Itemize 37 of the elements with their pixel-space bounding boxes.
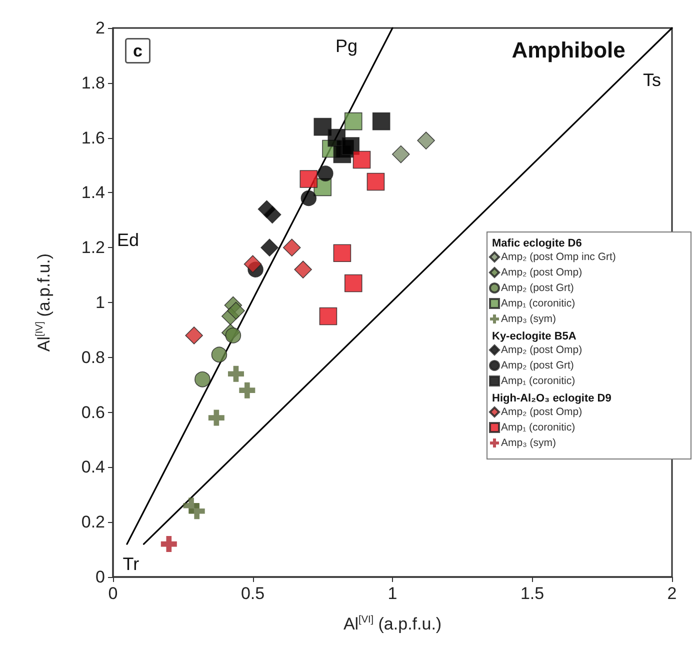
legend-label: Amp₂ (post Omp)	[501, 406, 582, 418]
y-tick-label: 1.8	[81, 73, 105, 92]
y-tick-label: 1.6	[81, 128, 105, 148]
y-tick-label: 0.2	[81, 512, 105, 532]
x-tick-label: 2	[667, 584, 677, 603]
x-tick-label: 0	[108, 584, 118, 603]
legend-label: Amp₂ (post Omp)	[501, 344, 582, 356]
x-tick-label: 0.5	[240, 584, 265, 603]
annotation: High-Al₂O₃ eclogite D9	[492, 392, 612, 404]
y-tick-label: 1.2	[81, 238, 105, 258]
annotation: Ed	[116, 230, 140, 250]
legend-label: Amp₂ (post Omp inc Grt)	[501, 251, 616, 263]
annotation: Ky-eclogite B5A	[492, 330, 576, 342]
legend-label: Amp₁ (coronitic)	[501, 375, 576, 387]
y-tick-label: 1.4	[81, 183, 105, 202]
annotation: Tr	[122, 554, 140, 574]
annotation: Ts	[643, 70, 661, 90]
legend-label: Amp₁ (coronitic)	[501, 422, 576, 434]
annotation: Mafic eclogite D6	[492, 238, 582, 250]
annotation: Pg	[335, 36, 358, 56]
x-tick-label: 1	[388, 584, 398, 603]
legend-label: Amp₁ (coronitic)	[501, 298, 576, 310]
legend-label: Amp₃ (sym)	[501, 313, 556, 325]
chart-title: Amphibole	[512, 37, 626, 62]
legend-label: Amp₂ (post Grt)	[501, 360, 574, 372]
legend-label: Amp₂ (post Omp)	[501, 266, 582, 278]
y-tick-label: 2	[96, 18, 105, 38]
x-tick-label: 1.5	[520, 584, 544, 603]
y-tick-label: 1	[96, 293, 105, 312]
y-tick-label: 0.8	[81, 348, 105, 367]
annotation: c	[133, 41, 142, 60]
legend-label: Amp₂ (post Grt)	[501, 282, 574, 294]
y-tick-label: 0	[96, 568, 105, 586]
y-tick-label: 0.4	[81, 458, 105, 477]
y-tick-label: 0.6	[81, 402, 105, 422]
y-axis-title: Al[IV] (a.p.f.u.)	[34, 253, 54, 352]
legend-label: Amp₃ (sym)	[501, 437, 556, 449]
